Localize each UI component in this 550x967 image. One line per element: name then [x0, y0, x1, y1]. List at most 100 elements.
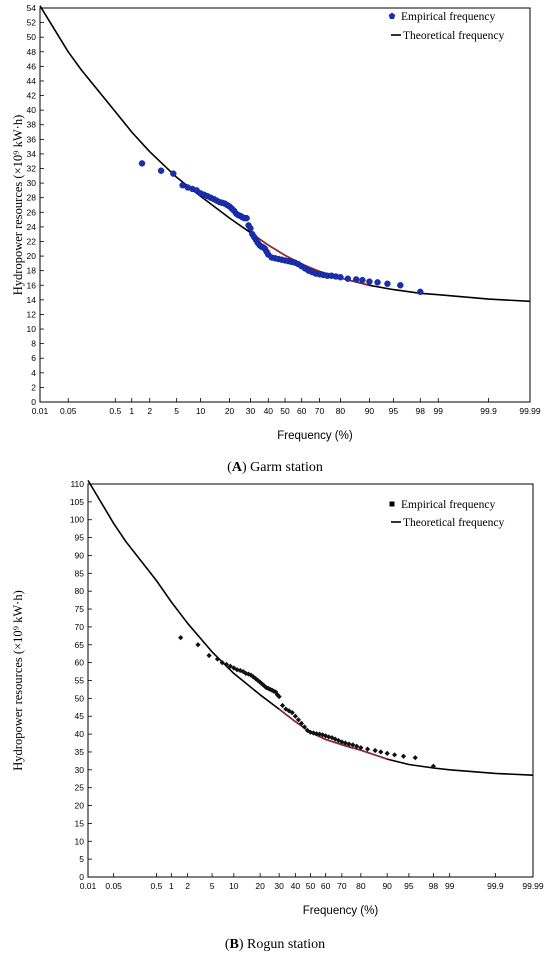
empirical-point [323, 733, 329, 739]
theoretical-curve-line [39, 5, 531, 303]
y-tick-label: 12 [27, 309, 37, 319]
empirical-point [378, 749, 384, 755]
y-tick-label: 95 [75, 533, 85, 543]
x-tick-label: 2 [147, 406, 152, 416]
y-tick-label: 14 [27, 295, 37, 305]
empirical-point [227, 663, 233, 669]
x-tick-label: 1 [129, 406, 134, 416]
empirical-point [337, 274, 344, 281]
x-tick-label: 50 [280, 406, 290, 416]
y-tick-label: 28 [27, 193, 37, 203]
empirical-point [374, 279, 381, 286]
y-tick-label: 5 [79, 854, 84, 864]
legend-marker-empirical-a [388, 12, 396, 19]
y-tick-label: 75 [75, 604, 85, 614]
x-tick-label: 80 [356, 881, 366, 891]
y-tick-label: 36 [27, 134, 37, 144]
y-tick-label: 34 [27, 149, 37, 159]
x-tick-label: 50 [306, 881, 316, 891]
panel-b-rogun: 0510152025303540455055606570758085909510… [11, 479, 544, 952]
y-tick-label: 60 [75, 658, 85, 668]
x-tick-label: 60 [321, 881, 331, 891]
x-tick-label: 99.9 [487, 881, 504, 891]
empirical-point [384, 280, 391, 287]
legend-label-theoretical-a: Theoretical frequency [403, 30, 504, 42]
y-tick-label: 40 [27, 105, 37, 115]
y-tick-label: 16 [27, 280, 37, 290]
y-tick-label: 110 [70, 479, 84, 489]
caption-text-b: Rogun station [247, 937, 325, 952]
x-tick-label: 90 [365, 406, 375, 416]
empirical-point [366, 278, 373, 285]
empirical-point [344, 275, 352, 282]
empirical-point [253, 676, 259, 682]
y-tick-label: 10 [27, 324, 37, 334]
empirical-point [301, 724, 308, 730]
plot-frame-b [87, 483, 534, 878]
empirical-point [214, 656, 221, 662]
empirical-point [206, 652, 212, 659]
legend-label-empirical-a: Empirical frequency [401, 11, 495, 23]
empirical-point [372, 747, 378, 754]
empirical-point [295, 717, 302, 723]
x-tick-label: 95 [389, 406, 399, 416]
empirical-point [170, 170, 177, 177]
y-axis-label-a: Hydropower resources (×10⁹ kW·h) [11, 115, 25, 295]
x-tick-label: 5 [210, 881, 215, 891]
empirical-point [391, 752, 398, 758]
empirical-point [219, 660, 225, 666]
x-tick-label: 10 [196, 406, 206, 416]
x-tick-label: 99 [445, 881, 455, 891]
empirical-point [304, 727, 311, 734]
x-tick-label: 98 [429, 881, 439, 891]
x-tick-label: 99.99 [522, 881, 544, 891]
y-tick-label: 45 [75, 711, 85, 721]
y-axis-label-b: Hydropower resources (×10⁹ kW·h) [11, 590, 25, 770]
x-tick-label: 20 [255, 881, 265, 891]
y-tick-label: 20 [75, 801, 85, 811]
empirical-point [289, 710, 295, 716]
plot-frame-a [39, 7, 531, 403]
empirical-point [400, 753, 407, 759]
y-tick-label: 42 [27, 91, 37, 101]
x-tick-label: 0.01 [32, 406, 49, 416]
x-tick-label: 99.9 [480, 406, 497, 416]
y-tick-label: 25 [75, 783, 85, 793]
y-tick-label: 2 [31, 382, 36, 392]
caption-letter-b: B [229, 937, 238, 952]
empirical-point [384, 750, 390, 756]
x-axis-label-b: Frequency (%) [303, 905, 379, 917]
empirical-point [195, 642, 201, 648]
legend-label-empirical-b: Empirical frequency [401, 499, 495, 511]
x-tick-label: 70 [315, 406, 325, 416]
empirical-point [292, 713, 298, 719]
y-tick-label: 105 [70, 497, 84, 507]
y-tick-label: 46 [27, 61, 37, 71]
empirical-point [265, 685, 271, 691]
y-tick-label: 55 [75, 676, 85, 686]
empirical-point [358, 745, 364, 751]
x-tick-label: 0.5 [150, 881, 162, 891]
y-tick-label: 10 [75, 836, 85, 846]
empirical-point [313, 731, 320, 737]
x-tick-label: 0.05 [105, 881, 122, 891]
y-tick-label: 90 [75, 550, 85, 560]
empirical-point [350, 742, 356, 748]
caption-b: (B) Rogun station [225, 937, 325, 952]
legend-b: Empirical frequency Theoretical frequenc… [389, 499, 504, 529]
empirical-points-b [178, 635, 436, 769]
empirical-point [261, 683, 267, 689]
empirical-point [430, 763, 436, 769]
x-tick-label: 99.99 [519, 406, 541, 416]
y-axis-ticks-a: 0246810121416182022242628303234363840424… [27, 3, 44, 407]
x-tick-label: 70 [337, 881, 347, 891]
y-tick-label: 32 [27, 164, 37, 174]
empirical-point [346, 741, 352, 747]
x-tick-label: 20 [225, 406, 235, 416]
empirical-point [316, 731, 323, 737]
y-tick-label: 6 [31, 353, 36, 363]
empirical-point [250, 674, 257, 680]
empirical-point [412, 755, 418, 761]
y-tick-label: 52 [27, 18, 37, 28]
